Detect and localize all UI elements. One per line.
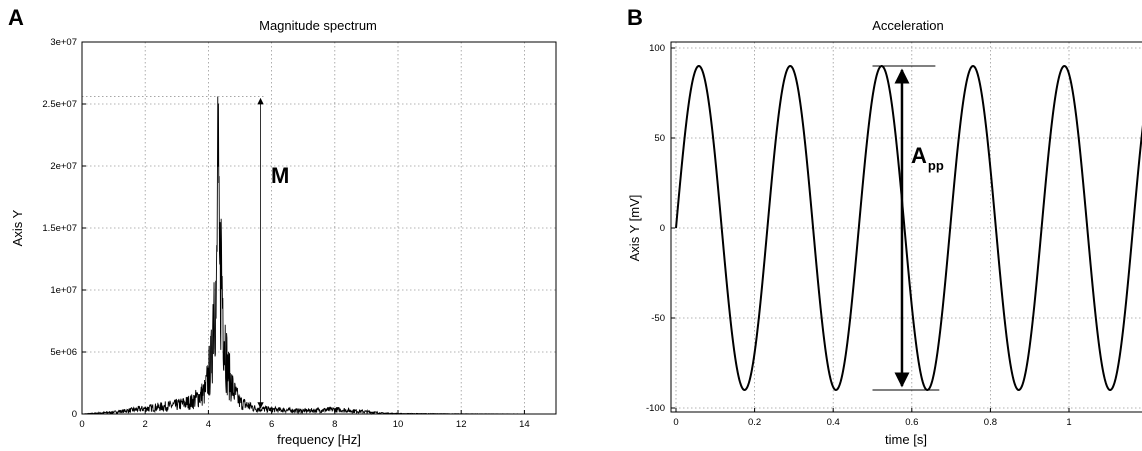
chart-b-xtick-label: 0 <box>673 417 678 428</box>
chart-b-ytick-label: -50 <box>651 313 665 324</box>
chart-b-ytick-label: -100 <box>646 403 665 414</box>
panel-b-letter: B <box>627 5 643 30</box>
chart-a-ytick-label: 2.5e+07 <box>42 99 77 110</box>
chart-a-xtick-label: 2 <box>143 419 148 430</box>
chart-b-acceleration-line <box>675 64 1142 392</box>
chart-a-ytick-label: 5e+06 <box>50 347 77 358</box>
panel-b-acceleration: B Acceleration 0 0.2 0.4 0.6 0.8 1 -100 -50 0 50 1… <box>627 5 1142 447</box>
chart-b-ytick-label: 0 <box>660 223 665 234</box>
chart-a-ticks: 0 2 4 6 8 10 12 14 0 5e+06 1e+07 1.5e+07 2e+07 2.5e+0… <box>42 37 529 430</box>
chart-a-frame <box>81 41 557 415</box>
chart-b-grid <box>671 42 1142 412</box>
chart-b-xtick-label: 0.8 <box>984 417 997 428</box>
chart-b-xtick-label: 0.6 <box>905 417 918 428</box>
chart-a-xtick-label: 8 <box>332 419 337 430</box>
chart-b-ytick-label: 50 <box>654 133 665 144</box>
chart-a-xtick-label: 12 <box>456 419 467 430</box>
chart-a-ylabel: Axis Y <box>10 209 25 246</box>
chart-a-annotation-m: M <box>271 163 289 188</box>
chart-a-xtick-label: 4 <box>206 419 211 430</box>
chart-a-ytick-label: 0 <box>72 409 77 420</box>
panel-a-letter: A <box>8 5 24 30</box>
chart-a-xtick-label: 0 <box>79 419 84 430</box>
chart-b-ytick-label: 100 <box>649 43 665 54</box>
chart-b-title: Acceleration <box>872 18 944 33</box>
chart-b-annotation-sub: pp <box>928 158 944 173</box>
chart-b-annotation-app: App <box>911 143 944 173</box>
chart-a-ytick-label: 3e+07 <box>50 37 77 48</box>
chart-b-xtick-label: 0.2 <box>748 417 761 428</box>
chart-b-frame <box>670 41 1142 413</box>
chart-b-xtick-label: 0.4 <box>827 417 840 428</box>
chart-a-xtick-label: 14 <box>519 419 530 430</box>
chart-a-title: Magnitude spectrum <box>259 18 377 33</box>
chart-a-xtick-label: 10 <box>393 419 404 430</box>
chart-a-ytick-label: 2e+07 <box>50 161 77 172</box>
chart-a-xtick-label: 6 <box>269 419 274 430</box>
chart-a-ytick-label: 1e+07 <box>50 285 77 296</box>
chart-b-xtick-label: 1 <box>1066 417 1071 428</box>
chart-b-xlabel: time [s] <box>885 432 927 447</box>
chart-b-ylabel: Axis Y [mV] <box>627 195 642 262</box>
chart-b-ticks: 0 0.2 0.4 0.6 0.8 1 -100 -50 0 50 100 <box>646 43 1072 428</box>
chart-a-ytick-label: 1.5e+07 <box>42 223 77 234</box>
chart-a-spectrum-line <box>81 96 556 416</box>
chart-a-grid <box>81 41 556 415</box>
chart-b-annotation-main: A <box>911 143 927 168</box>
chart-a-xlabel: frequency [Hz] <box>277 432 361 447</box>
panel-a-magnitude-spectrum: A Magnitude spectrum 0 2 4 6 8 10 12 14 0 5e+06 1e… <box>8 5 557 447</box>
